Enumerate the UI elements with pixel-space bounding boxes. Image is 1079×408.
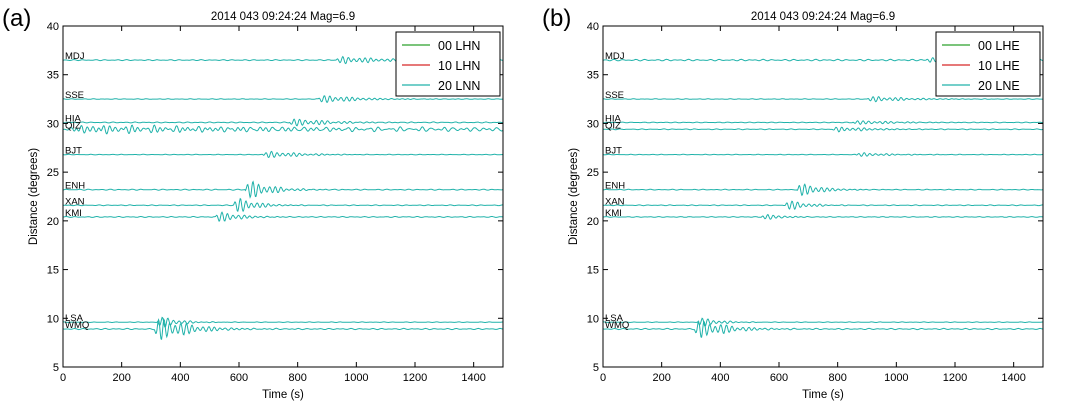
station-label-hia: HIA xyxy=(65,113,82,124)
station-label-enh: ENH xyxy=(605,181,625,192)
trace-qiz xyxy=(603,126,1043,133)
station-label-mdj: MDJ xyxy=(605,51,625,62)
trace-enh xyxy=(63,180,503,199)
x-tick-label: 400 xyxy=(711,372,729,384)
station-label-sse: SSE xyxy=(65,90,84,101)
station-label-sse: SSE xyxy=(605,90,624,101)
station-label-qiz: QIZ xyxy=(605,120,621,131)
legend-entry: 00 LHN xyxy=(438,39,480,53)
panel-b: (b) 2014 043 09:24:24 Mag=6.9 MDJ SSE HIA QIZ… xyxy=(540,0,1079,408)
trace-xan xyxy=(603,200,1043,211)
x-axis-label: Time (s) xyxy=(262,389,304,401)
station-label-mdj: MDJ xyxy=(65,51,85,62)
y-tick-label: 20 xyxy=(587,216,599,228)
station-label-kmi: KMI xyxy=(605,208,622,219)
legend-entry: 10 LHE xyxy=(978,59,1020,73)
trace-enh xyxy=(603,183,1043,197)
x-tick-label: 1000 xyxy=(344,372,368,384)
trace-bjt xyxy=(63,150,503,158)
y-tick-label: 15 xyxy=(587,265,599,277)
panel-label: (b) xyxy=(542,5,571,32)
x-tick-label: 1400 xyxy=(1001,372,1025,384)
seismogram-chart-b: (b) 2014 043 09:24:24 Mag=6.9 MDJ SSE HIAQIZ… xyxy=(542,5,1044,401)
legend: 00 LHE 10 LHE 20 LNE xyxy=(935,31,1041,97)
plot-frame xyxy=(62,25,504,368)
legend-entry: 00 LHE xyxy=(978,39,1020,53)
trace-kmi xyxy=(63,211,503,222)
legend-entry: 10 LHN xyxy=(438,59,480,73)
station-label-hia: HIA xyxy=(605,113,622,124)
seismogram-chart-a: (a) 2014 043 09:24:24 Mag=6.9 MDJ SSE HIAQIZ… xyxy=(2,5,504,401)
station-label-enh: ENH xyxy=(65,181,85,192)
trace-lsa xyxy=(63,316,503,329)
trace-hia xyxy=(603,120,1043,125)
x-axis-label: Time (s) xyxy=(802,389,844,401)
y-tick-label: 30 xyxy=(47,118,59,130)
x-tick-label: 200 xyxy=(652,372,670,384)
legend: 00 LHN 10 LHN 20 LNN xyxy=(395,31,501,97)
station-label-lsa: LSA xyxy=(65,313,84,324)
x-tick-label: 200 xyxy=(112,372,130,384)
y-tick-label: 5 xyxy=(593,362,599,374)
y-tick-label: 10 xyxy=(47,313,59,325)
station-label-qiz: QIZ xyxy=(65,120,81,131)
station-label-wmq: WMQ xyxy=(605,320,629,331)
station-label-wmq: WMQ xyxy=(65,320,89,331)
x-tick-label: 800 xyxy=(828,372,846,384)
trace-sse xyxy=(603,96,1043,103)
x-tick-label: 0 xyxy=(600,372,606,384)
station-label-lsa: LSA xyxy=(605,313,624,324)
station-label-xan: XAN xyxy=(605,196,625,207)
trace-bjt xyxy=(603,152,1043,157)
waveforms xyxy=(63,55,503,340)
y-tick-label: 20 xyxy=(47,216,59,228)
y-tick-label: 30 xyxy=(587,118,599,130)
y-tick-label: 25 xyxy=(587,167,599,179)
panel-label: (a) xyxy=(2,5,31,32)
station-label-bjt: BJT xyxy=(65,146,82,157)
y-tick-label: 25 xyxy=(47,167,59,179)
trace-sse xyxy=(63,95,503,104)
y-axis-label: Distance (degrees) xyxy=(28,148,40,245)
y-tick-label: 10 xyxy=(587,313,599,325)
trace-lsa xyxy=(603,317,1043,328)
y-tick-label: 35 xyxy=(47,70,59,82)
station-label-bjt: BJT xyxy=(605,146,622,157)
y-tick-label: 40 xyxy=(47,21,59,33)
legend-entry: 20 LNE xyxy=(978,79,1020,93)
x-tick-label: 600 xyxy=(230,372,248,384)
x-tick-label: 1200 xyxy=(943,372,967,384)
x-tick-label: 1200 xyxy=(403,372,427,384)
trace-qiz xyxy=(63,124,503,135)
trace-wmq xyxy=(63,318,503,340)
plot-frame xyxy=(602,25,1044,368)
x-tick-label: 800 xyxy=(288,372,306,384)
station-label-xan: XAN xyxy=(65,196,85,207)
waveforms xyxy=(603,57,1043,338)
x-tick-label: 0 xyxy=(60,372,66,384)
chart-title: 2014 043 09:24:24 Mag=6.9 xyxy=(211,11,355,23)
y-axis-label: Distance (degrees) xyxy=(568,148,580,245)
chart-title: 2014 043 09:24:24 Mag=6.9 xyxy=(751,11,895,23)
x-tick-label: 400 xyxy=(171,372,189,384)
station-label-kmi: KMI xyxy=(65,208,82,219)
y-tick-label: 35 xyxy=(587,70,599,82)
trace-xan xyxy=(63,197,503,213)
trace-wmq xyxy=(603,320,1043,338)
x-tick-label: 1400 xyxy=(461,372,485,384)
legend-entry: 20 LNN xyxy=(438,79,480,93)
trace-hia xyxy=(63,118,503,127)
y-tick-label: 5 xyxy=(53,362,59,374)
panel-a: (a) 2014 043 09:24:24 Mag=6.9 MDJ SSE HIA QIZ… xyxy=(0,0,539,408)
x-tick-label: 600 xyxy=(770,372,788,384)
y-tick-label: 40 xyxy=(587,21,599,33)
trace-kmi xyxy=(603,213,1043,220)
x-tick-label: 1000 xyxy=(884,372,908,384)
y-tick-label: 15 xyxy=(47,265,59,277)
